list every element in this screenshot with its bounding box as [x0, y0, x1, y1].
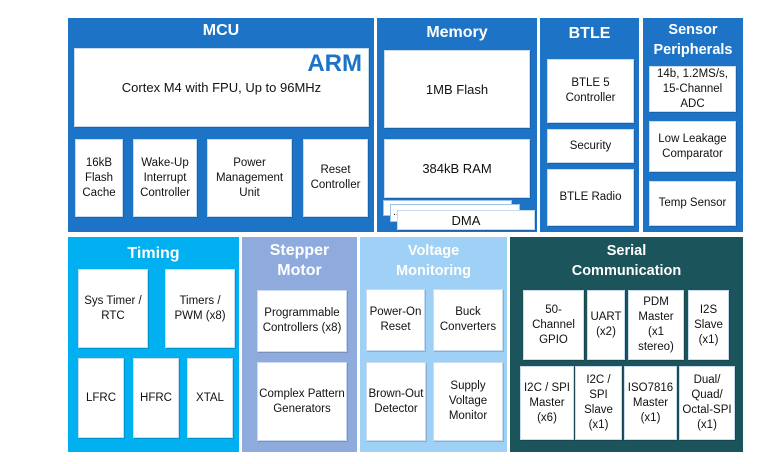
stepper-group: Stepper Motor Programmable Controllers (… [242, 237, 357, 452]
sensor-title: Sensor Peripherals [653, 22, 733, 58]
timing-title: Timing [127, 245, 180, 262]
arm-logo: ARM [307, 50, 362, 77]
pdm-master-block: PDM Master (x1 stereo) [628, 290, 684, 360]
mcu-group: MCU ARM Cortex M4 with FPU, Up to 96MHz … [68, 18, 374, 232]
btle-radio-block: BTLE Radio [547, 169, 634, 226]
timing-group: Timing Sys Timer / RTC Timers / PWM (x8)… [68, 237, 239, 452]
serial-group: Serial Communication 50-Channel GPIO UAR… [510, 237, 743, 452]
comparator-block: Low Leakage Comparator [649, 121, 736, 172]
stepper-title: Stepper Motor [269, 242, 330, 279]
dma-block: DMA [397, 210, 535, 230]
memory-title: Memory [426, 24, 488, 41]
lfrc-block: LFRC [78, 358, 124, 438]
gpio-block: 50-Channel GPIO [523, 290, 584, 360]
octal-spi-block: Dual/ Quad/ Octal-SPI (x1) [679, 366, 735, 440]
programmable-controllers-block: Programmable Controllers (x8) [257, 290, 347, 352]
ram-block: 384kB RAM [384, 139, 530, 198]
i2c-spi-slave-block: I2C / SPI Slave (x1) [575, 366, 622, 440]
supply-voltage-monitor-block: Supply Voltage Monitor [433, 362, 503, 441]
reset-controller-block: Reset Controller [303, 139, 368, 217]
wakeup-interrupt-block: Wake-Up Interrupt Controller [133, 139, 197, 217]
iso7816-master-block: ISO7816 Master (x1) [624, 366, 677, 440]
mcu-title: MCU [202, 22, 240, 39]
cortex-core-label: Cortex M4 with FPU, Up to 96MHz [121, 80, 322, 95]
flash-cache-block: 16kB Flash Cache [75, 139, 123, 217]
sys-timer-block: Sys Timer / RTC [78, 269, 148, 348]
i2s-slave-block: I2S Slave (x1) [688, 290, 729, 360]
voltage-title: Voltage Monitoring [396, 243, 471, 279]
serial-title: Serial Communication [571, 243, 682, 279]
buck-converters-block: Buck Converters [433, 289, 503, 351]
brown-out-detector-block: Brown-Out Detector [366, 362, 426, 441]
timers-pwm-block: Timers / PWM (x8) [165, 269, 235, 348]
voltage-group: Voltage Monitoring Power-On Reset Buck C… [360, 237, 507, 452]
xtal-block: XTAL [187, 358, 233, 438]
hfrc-block: HFRC [133, 358, 179, 438]
power-management-block: Power Management Unit [207, 139, 292, 217]
flash-block: 1MB Flash [384, 50, 530, 128]
security-block: Security [547, 129, 634, 163]
btle-group: BTLE BTLE 5 Controller Security BTLE Rad… [540, 18, 639, 232]
cortex-core-block: ARM Cortex M4 with FPU, Up to 96MHz [74, 48, 369, 127]
temp-sensor-block: Temp Sensor [649, 181, 736, 226]
adc-block: 14b, 1.2MS/s, 15-Channel ADC [649, 66, 736, 112]
memory-group: Memory 1MB Flash 384kB RAM ... DMA [377, 18, 537, 232]
uart-block: UART (x2) [587, 290, 625, 360]
btle-title: BTLE [568, 25, 611, 42]
pattern-generators-block: Complex Pattern Generators [257, 362, 347, 441]
sensor-group: Sensor Peripherals 14b, 1.2MS/s, 15-Chan… [643, 18, 743, 232]
i2c-spi-master-block: I2C / SPI Master (x6) [520, 366, 574, 440]
btle-controller-block: BTLE 5 Controller [547, 59, 634, 123]
power-on-reset-block: Power-On Reset [366, 289, 425, 351]
